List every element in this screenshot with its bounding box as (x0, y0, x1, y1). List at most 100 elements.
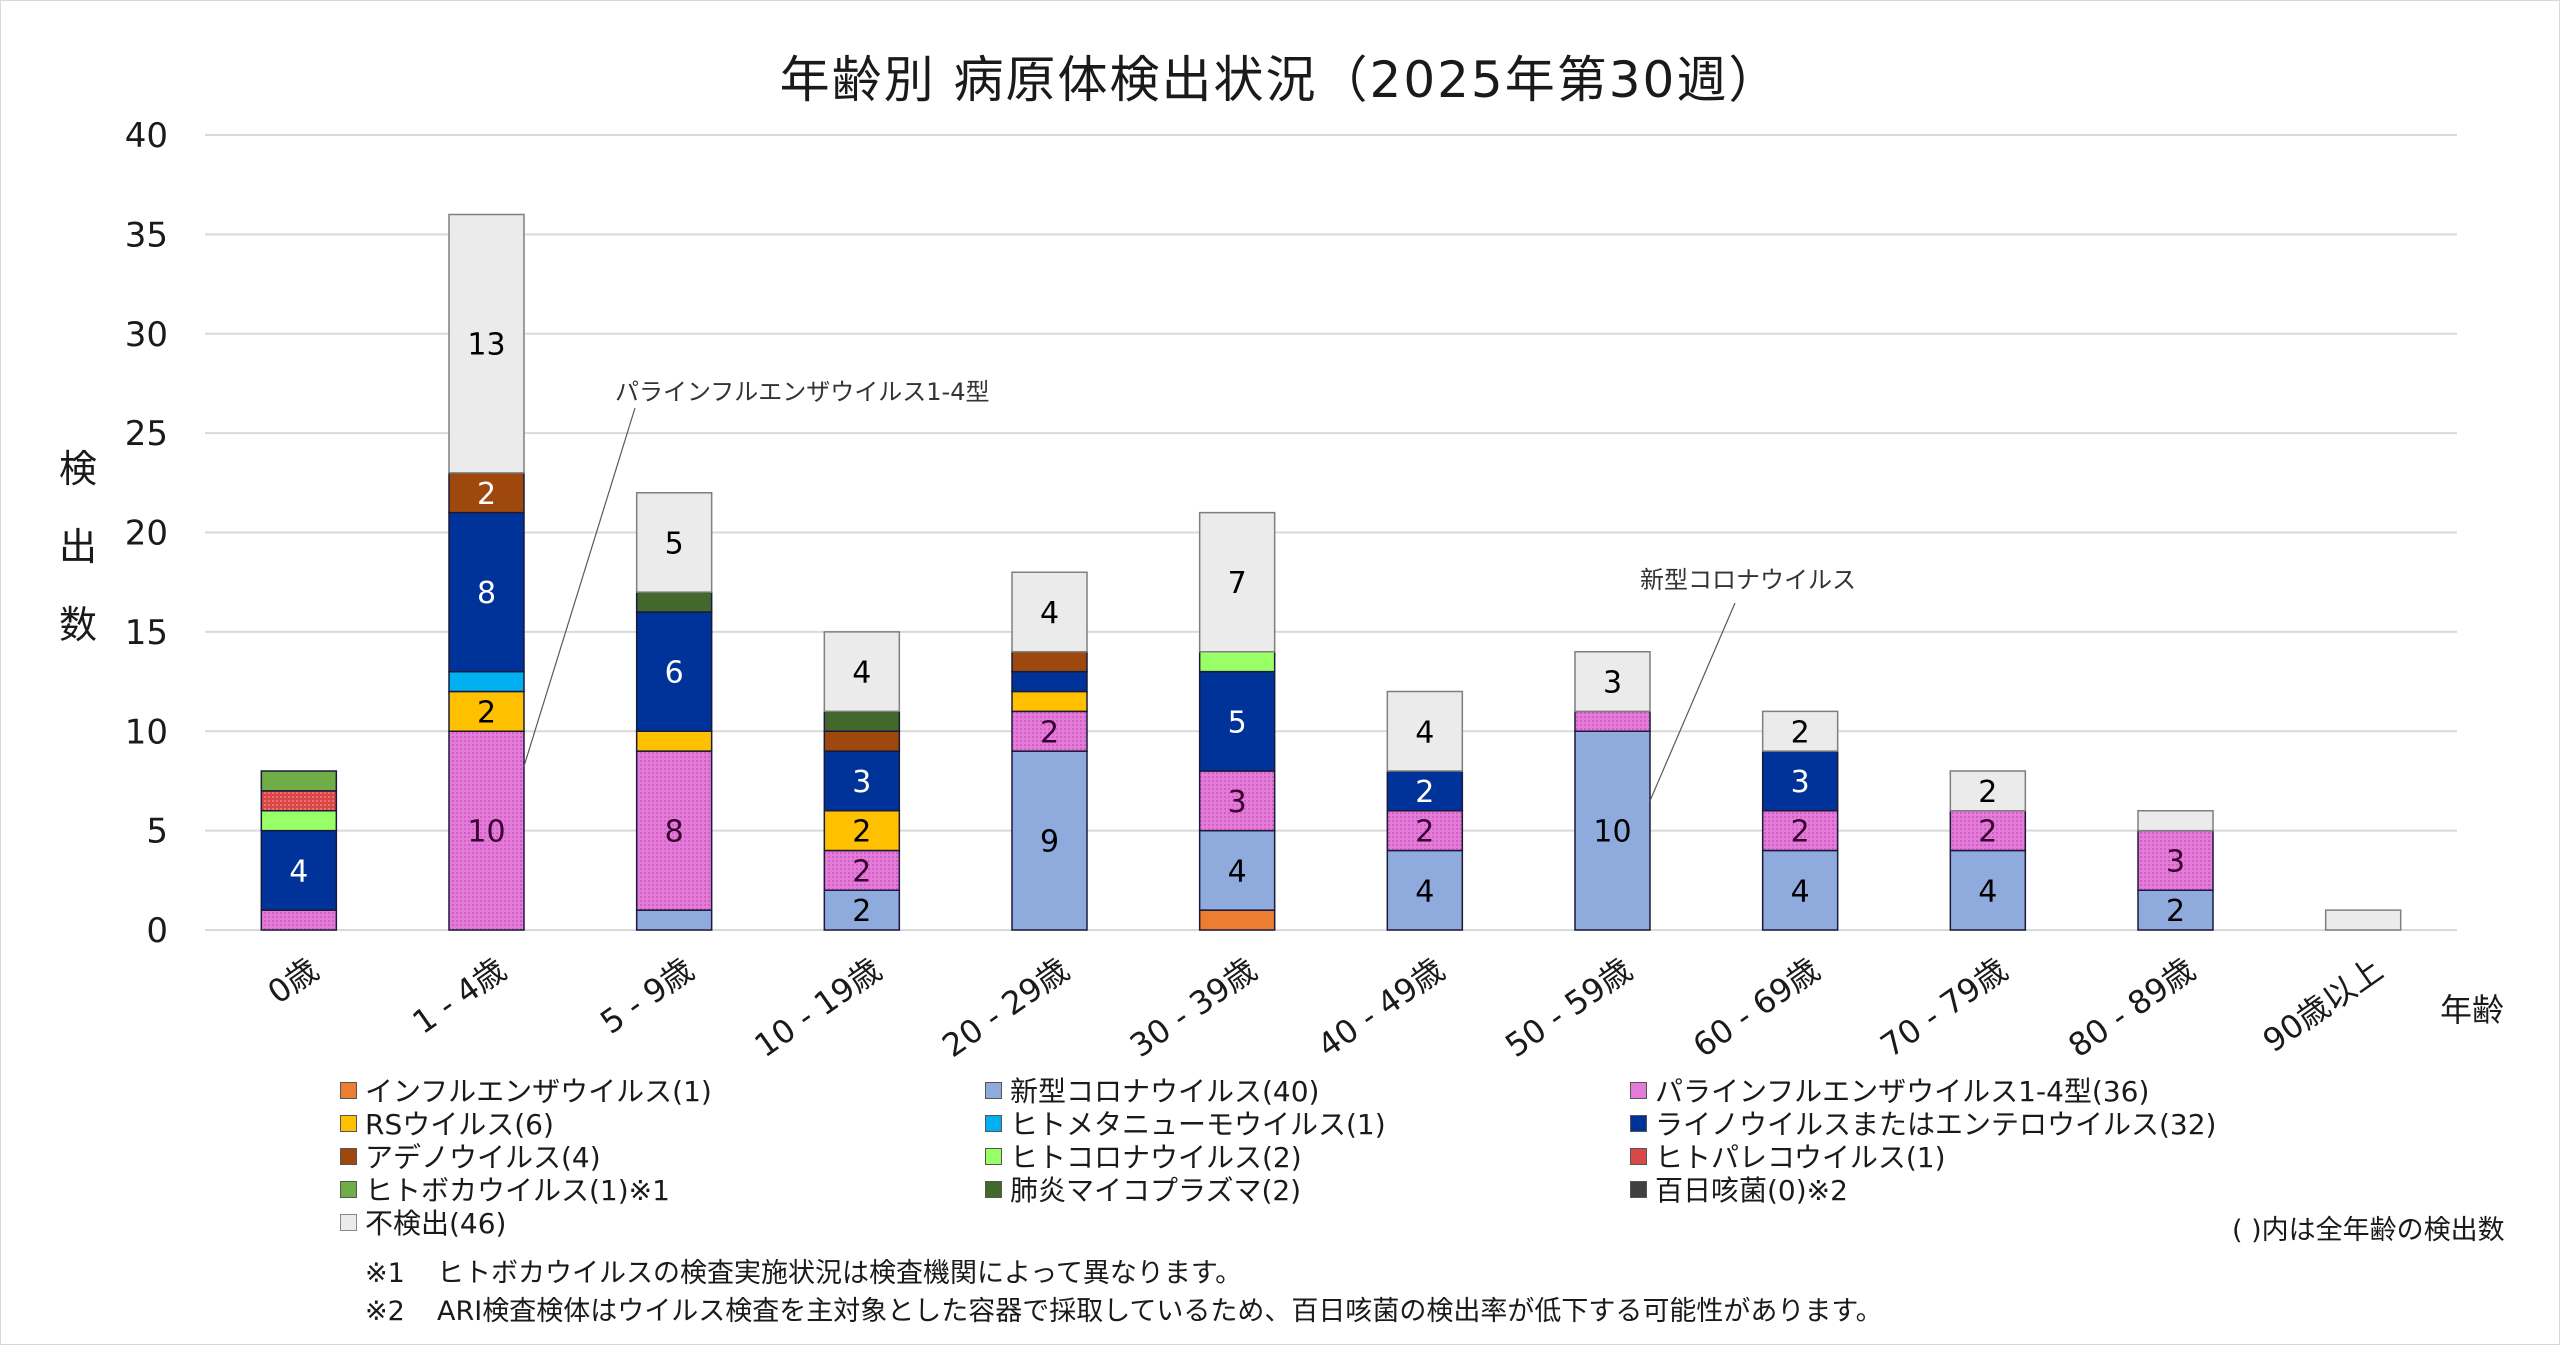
footnote-text: ヒトボカウイルスの検査実施状況は検査機関によって異なります。 (437, 1258, 1243, 1289)
legend-item: 新型コロナウイルス(40) (985, 1070, 1319, 1110)
y-tick-label: 20 (125, 514, 168, 554)
bar-segment (823, 750, 901, 812)
x-tick-label: 50 - 59歳 (1498, 950, 1639, 1064)
y-tick-label: 25 (125, 414, 168, 454)
bar-stack: 9 2 4 (1011, 571, 1088, 931)
legend-swatch-icon (985, 1180, 1002, 1198)
bar-segment (448, 670, 525, 693)
legend-item: ヒトメタニューモウイルス(1) (985, 1103, 1386, 1143)
bar-segment (1386, 810, 1464, 852)
data-label: 3 (1791, 765, 1810, 800)
bar-segment (1011, 690, 1088, 713)
bar-segment (1574, 651, 1651, 713)
data-label: 4 (1228, 854, 1247, 889)
bar-stack: 4 2 2 4 (1386, 690, 1464, 931)
bar-stack: 4 2 3 2 (1761, 710, 1839, 931)
y-axis-label-char: 検 (58, 447, 97, 491)
bar-segment (1386, 690, 1464, 772)
data-label: 6 (665, 656, 684, 691)
bar-segment (1011, 571, 1088, 653)
x-axis-label: 年齢 (2440, 991, 2505, 1029)
y-tick-label: 5 (146, 812, 168, 852)
legend-label: インフルエンザウイルス(1) (365, 1075, 712, 1108)
legend-item: ライノウイルスまたはエンテロウイルス(32) (1630, 1103, 2216, 1143)
y-tick-label: 15 (125, 613, 168, 653)
bar-segment (260, 790, 338, 812)
y-axis-label-char: 数 (58, 603, 97, 647)
x-axis-ticks: 0歳 1 - 4歳 5 - 9歳 10 - 19歳 20 - 29歳 30 - 39歳 40… (261, 950, 2390, 1064)
data-label: 2 (477, 477, 496, 512)
x-tick-label: 60 - 69歳 (1686, 950, 1827, 1064)
bar-stack: 10 3 (1574, 651, 1651, 931)
bar-segment (1011, 750, 1088, 931)
bar-segment (260, 829, 338, 911)
bar-segment (1198, 511, 1276, 653)
bar-segment (448, 213, 525, 474)
data-label: 2 (852, 894, 871, 929)
legend-label: 肺炎マイコプラズマ(2) (1010, 1174, 1302, 1207)
data-label: 2 (852, 854, 871, 889)
footnote-mark: ※2 (365, 1296, 405, 1327)
data-label: 2 (1791, 815, 1810, 850)
bar-segment (635, 909, 713, 931)
data-label: 5 (1228, 705, 1247, 740)
bar-segment (823, 889, 901, 931)
bar-segment (448, 690, 525, 732)
legend-label: 百日咳菌(0)※2 (1655, 1174, 1848, 1207)
data-label: 8 (665, 815, 684, 850)
bar-segment (1761, 849, 1839, 931)
data-label: 2 (1978, 815, 1997, 850)
data-label: 3 (1603, 666, 1622, 701)
bar-segment (1198, 770, 1276, 832)
bar-stack: 10 2 8 2 13 (448, 213, 525, 931)
x-tick-label: 30 - 39歳 (1123, 950, 1264, 1064)
legend-label: 不検出(46) (365, 1207, 507, 1240)
y-tick-label: 0 (146, 911, 168, 951)
data-label: 2 (1978, 775, 1997, 810)
footnotes: ※1 ヒトボカウイルスの検査実施状況は検査機関によって異なります。 ※2 ARI検査… (365, 1255, 1883, 1331)
legend-swatch-icon (340, 1147, 357, 1165)
legend-item: パラインフルエンザウイルス1-4型(36) (1630, 1070, 2149, 1110)
x-tick-label: 70 - 79歳 (1874, 950, 2015, 1064)
bar-segment (2137, 810, 2214, 832)
bar-segment (1011, 651, 1088, 673)
y-tick-label: 35 (125, 215, 168, 255)
annotation-leader-line (1649, 602, 1736, 802)
bar-stack: 8 6 5 (635, 492, 713, 931)
legend-item: 肺炎マイコプラズマ(2) (985, 1169, 1301, 1209)
legend-swatch-icon (340, 1213, 357, 1231)
bar-segment (1574, 710, 1651, 732)
y-axis-label: 検出数 (50, 430, 106, 664)
annotation-leader-line (523, 407, 636, 767)
bar-segment (823, 849, 901, 891)
legend-label: ヒトコロナウイルス(2) (1010, 1141, 1302, 1174)
legend-swatch-icon (340, 1180, 357, 1198)
data-label: 4 (852, 656, 871, 691)
bar-segment (1949, 770, 2027, 812)
legend-swatch-icon (1630, 1081, 1647, 1099)
bar-segment (1761, 710, 1839, 752)
chart-title: 年齢別 病原体検出状況（2025年第30週） (779, 51, 1781, 109)
bar-segment (448, 511, 525, 673)
legend-label: ヒトパレコウイルス(1) (1655, 1141, 1946, 1174)
bar-segment (1949, 849, 2027, 931)
bar-segment (448, 730, 525, 931)
legend-label: ヒトメタニューモウイルス(1) (1010, 1108, 1386, 1141)
x-tick-label: 5 - 9歳 (593, 950, 700, 1041)
legend-note: ( )内は全年齢の検出数 (2232, 1215, 2505, 1246)
legend-label: アデノウイルス(4) (365, 1141, 601, 1174)
bar-segment (1386, 770, 1464, 812)
bar-segment (1198, 651, 1276, 673)
bar-segment (1011, 670, 1088, 693)
bar-segment (1011, 710, 1088, 752)
legend-label: 新型コロナウイルス(40) (1010, 1075, 1320, 1108)
data-label: 10 (467, 815, 505, 850)
bar-segment (1761, 750, 1839, 812)
data-label: 3 (852, 765, 871, 800)
bar-segment (1198, 670, 1276, 772)
x-tick-label: 40 - 49歳 (1311, 950, 1452, 1064)
bar-segment (260, 909, 338, 931)
legend-item: RSウイルス(6) (340, 1103, 554, 1143)
data-label: 4 (1415, 715, 1434, 750)
